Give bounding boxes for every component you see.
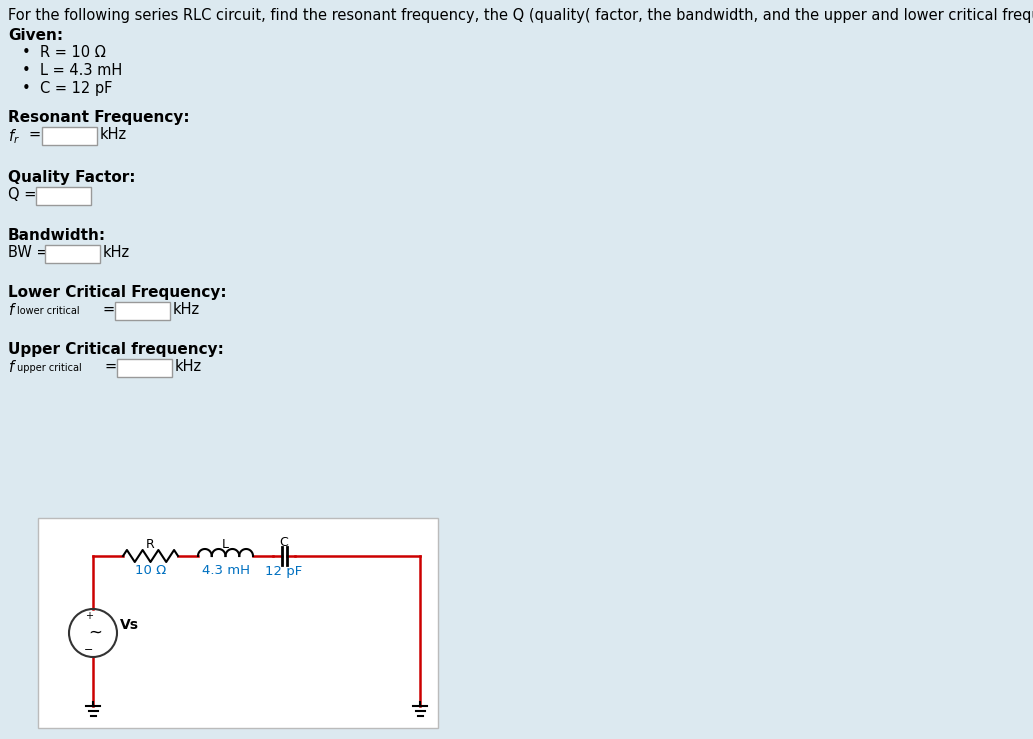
Text: ~: ~ (88, 624, 102, 642)
Bar (45, 245, 100, 263)
Text: 10 Ω: 10 Ω (135, 564, 166, 576)
Text: L: L (222, 537, 229, 551)
Text: Vs: Vs (120, 618, 139, 632)
Text: kHz: kHz (100, 127, 127, 142)
Bar (36, 187, 91, 205)
Text: 12 pF: 12 pF (265, 565, 303, 579)
Text: +: + (85, 611, 93, 621)
Text: kHz: kHz (175, 359, 202, 374)
Text: upper critical: upper critical (17, 363, 82, 373)
Text: •  R = 10 Ω: • R = 10 Ω (22, 45, 105, 60)
Text: $f$: $f$ (8, 359, 17, 375)
Text: =: = (28, 127, 40, 142)
Text: kHz: kHz (103, 245, 130, 260)
Text: Lower Critical Frequency:: Lower Critical Frequency: (8, 285, 226, 300)
Text: Quality Factor:: Quality Factor: (8, 170, 135, 185)
Text: −: − (85, 645, 94, 655)
Text: Bandwidth:: Bandwidth: (8, 228, 106, 243)
Text: •  L = 4.3 mH: • L = 4.3 mH (22, 63, 122, 78)
Text: Resonant Frequency:: Resonant Frequency: (8, 110, 190, 125)
Text: 4.3 mH: 4.3 mH (201, 564, 250, 576)
Bar (38, 518, 438, 728)
Text: BW =: BW = (8, 245, 49, 260)
Bar (115, 302, 170, 320)
Text: Upper Critical frequency:: Upper Critical frequency: (8, 342, 224, 357)
Text: Q =: Q = (8, 187, 36, 202)
Bar (117, 359, 173, 377)
Text: Given:: Given: (8, 28, 63, 43)
Text: $f$: $f$ (8, 302, 17, 318)
Text: kHz: kHz (173, 302, 200, 317)
Text: C: C (280, 536, 288, 548)
Bar (42, 127, 97, 145)
Text: $f_r$: $f_r$ (8, 127, 20, 146)
Text: lower critical: lower critical (17, 306, 80, 316)
Text: •  C = 12 pF: • C = 12 pF (22, 81, 113, 96)
Text: =: = (103, 302, 115, 317)
Text: R: R (146, 537, 155, 551)
Text: =: = (105, 359, 117, 374)
Text: For the following series RLC circuit, find the resonant frequency, the Q (qualit: For the following series RLC circuit, fi… (8, 8, 1033, 23)
